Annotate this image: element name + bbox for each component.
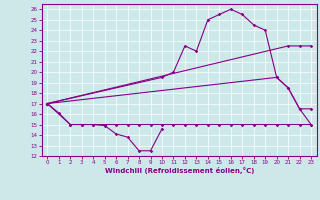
X-axis label: Windchill (Refroidissement éolien,°C): Windchill (Refroidissement éolien,°C) — [105, 167, 254, 174]
